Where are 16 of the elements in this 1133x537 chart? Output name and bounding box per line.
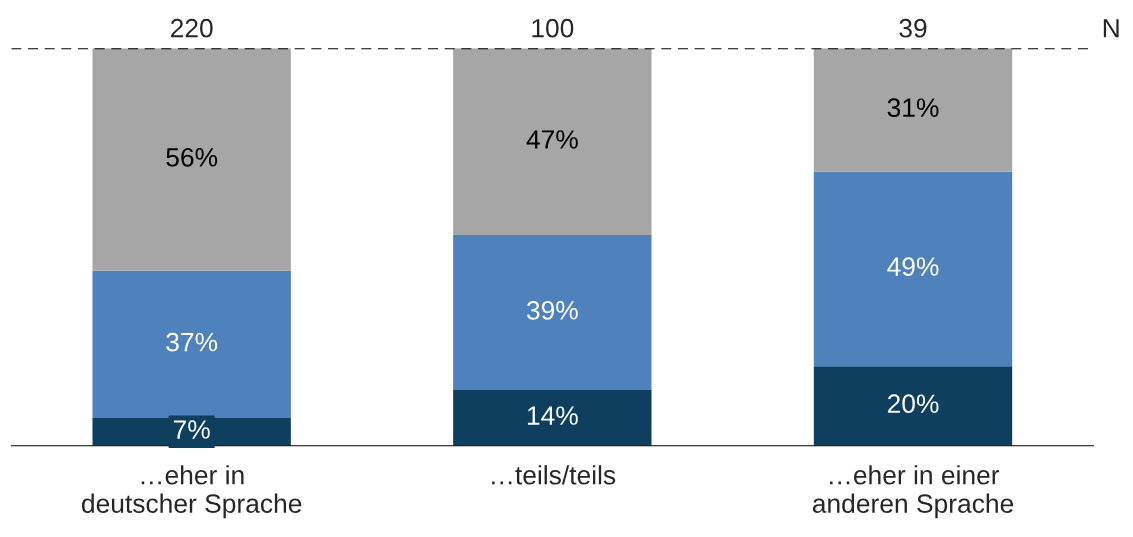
x-tick-label: …eher in einer anderen Sprache — [812, 465, 1014, 519]
data-label: 14% — [527, 406, 578, 425]
x-tick-label: …teils/teils — [492, 465, 616, 485]
annotation: 220 — [170, 18, 213, 38]
data-label: 39% — [526, 300, 578, 320]
data-label: 49% — [887, 257, 939, 276]
data-label: 47% — [526, 130, 578, 149]
data-label: 56% — [166, 147, 218, 167]
annotation: 39 — [899, 18, 927, 38]
data-label: 7% — [173, 420, 210, 439]
annotation: 100 — [532, 18, 574, 38]
data-label: 20% — [887, 394, 939, 414]
data-label: 37% — [166, 332, 218, 352]
text: N — [1103, 19, 1119, 38]
x-tick-label: …eher in deutscher Sprache — [82, 465, 302, 519]
data-label: 31% — [887, 98, 939, 118]
